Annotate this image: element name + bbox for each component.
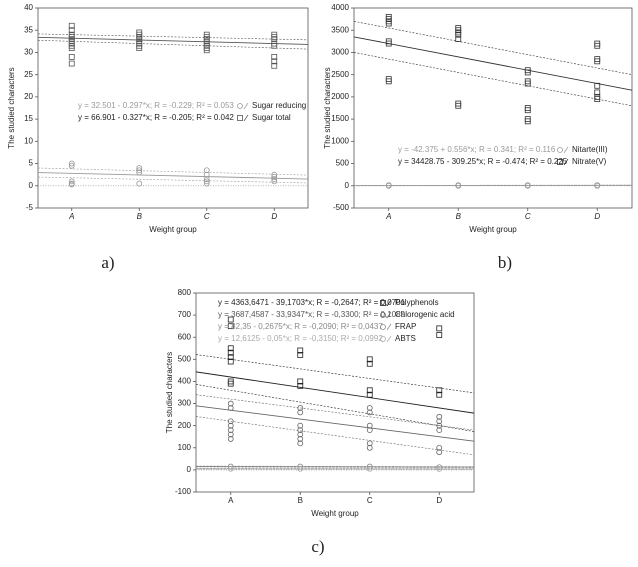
y-tick-label: 800	[178, 288, 192, 297]
x-tick-label: C	[367, 496, 373, 505]
x-tick-label: B	[298, 496, 303, 505]
fit-line	[354, 37, 632, 90]
legend-line	[387, 324, 391, 330]
legend-line	[244, 103, 248, 109]
x-tick-label: B	[137, 212, 143, 221]
plot-frame	[354, 8, 632, 208]
y-tick-label: 30	[24, 48, 33, 57]
equation: y = 32.501 - 0.297*x; R = -0.229; R² = 0…	[78, 101, 234, 110]
x-tick-label: B	[456, 212, 462, 221]
y-tick-label: 100	[178, 443, 192, 452]
y-tick-label: 3000	[331, 48, 349, 57]
x-tick-label: D	[436, 496, 442, 505]
legend-label: Nitrate(V)	[572, 157, 607, 166]
y-tick-label: -5	[26, 203, 34, 212]
y-tick-label: 40	[24, 3, 33, 12]
point	[238, 104, 243, 109]
confidence-band	[196, 355, 474, 393]
confidence-band	[38, 40, 308, 49]
x-tick-label: D	[594, 212, 600, 221]
point	[238, 116, 243, 121]
y-tick-label: 1000	[331, 136, 349, 145]
point	[69, 61, 74, 66]
y-tick-label: 700	[178, 310, 192, 319]
panel-label: c)	[311, 537, 324, 556]
x-axis-label: Weight group	[149, 225, 197, 234]
legend-line	[387, 336, 391, 342]
y-tick-label: 5	[29, 159, 34, 168]
confidence-band	[196, 395, 474, 430]
fit-line	[38, 173, 308, 180]
y-axis-label: The studied characters	[165, 352, 174, 433]
y-axis-label: The studied characters	[323, 67, 332, 148]
x-axis-label: Weight group	[469, 225, 517, 234]
y-tick-label: 500	[336, 159, 350, 168]
equation: y = 3687,4587 - 33,9347*x; R = -0,3300; …	[218, 310, 406, 319]
y-tick-label: 3500	[331, 25, 349, 34]
legend-label: ABTS	[395, 334, 416, 343]
x-axis-label: Weight group	[311, 509, 359, 518]
y-tick-label: 0	[187, 465, 192, 474]
equation: y = 34428.75 - 309.25*x; R = -0.474; R² …	[398, 157, 568, 166]
legend-label: Sugar reducing	[252, 101, 306, 110]
confidence-band	[38, 168, 308, 175]
y-tick-label: 4000	[331, 3, 349, 12]
y-tick-label: 0	[29, 181, 34, 190]
y-tick-label: 25	[24, 70, 33, 79]
point	[137, 181, 142, 186]
fit-line	[196, 466, 474, 467]
equation: y = 12,6125 - 0,05*x; R = -0,3150; R² = …	[218, 334, 383, 343]
legend-label: Sugar total	[252, 113, 291, 122]
equation: y = 66.901 - 0.327*x; R = -0.205; R² = 0…	[78, 113, 234, 122]
equation: y = 4363,6471 - 39,1703*x; R = -0,2647; …	[218, 298, 406, 307]
y-tick-label: 2000	[331, 92, 349, 101]
y-tick-label: 2500	[331, 70, 349, 79]
y-tick-label: -500	[333, 203, 350, 212]
point	[437, 326, 442, 331]
point	[69, 54, 74, 59]
panel-label: b)	[498, 253, 512, 272]
y-tick-label: 200	[178, 421, 192, 430]
y-tick-label: -100	[175, 487, 192, 496]
x-tick-label: A	[68, 212, 74, 221]
y-tick-label: 10	[24, 136, 33, 145]
y-tick-label: 1500	[331, 114, 349, 123]
y-tick-label: 0	[345, 181, 350, 190]
equation: y = -42.375 + 0.556*x; R = 0.341; R² = 0…	[398, 145, 556, 154]
x-tick-label: D	[271, 212, 277, 221]
x-tick-label: C	[525, 212, 531, 221]
fit-line	[38, 37, 308, 44]
legend-label: Nitarte(III)	[572, 145, 608, 154]
confidence-band	[354, 21, 632, 74]
y-axis-label: The studied characters	[7, 67, 16, 148]
legend-label: FRAP	[395, 322, 416, 331]
legend-line	[244, 115, 248, 121]
point	[437, 333, 442, 338]
x-tick-label: A	[228, 496, 234, 505]
y-tick-label: 500	[178, 354, 192, 363]
x-tick-label: A	[385, 212, 391, 221]
equation: y = 82,35 - 0,2675*x; R = -0,2090; R² = …	[218, 322, 383, 331]
panel-label: a)	[101, 253, 114, 272]
y-tick-label: 400	[178, 377, 192, 386]
y-tick-label: 300	[178, 399, 192, 408]
y-tick-label: 20	[24, 92, 33, 101]
y-tick-label: 600	[178, 332, 192, 341]
point	[558, 148, 563, 153]
fit-line	[196, 372, 474, 413]
confidence-band	[38, 34, 308, 40]
confidence-band	[354, 52, 632, 105]
x-tick-label: C	[204, 212, 210, 221]
legend-line	[564, 147, 568, 153]
y-tick-label: 35	[24, 25, 33, 34]
y-tick-label: 15	[24, 114, 33, 123]
